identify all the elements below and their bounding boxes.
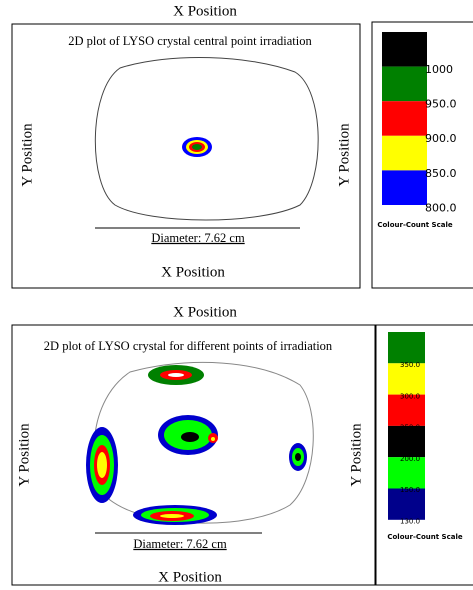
crystal-outline	[94, 57, 319, 221]
scale-label: 1000	[425, 63, 453, 76]
scale-block	[382, 135, 427, 171]
scale-label: 150.0	[400, 486, 420, 494]
y-label-left: Y Position	[16, 423, 32, 487]
scale-block	[388, 425, 425, 458]
scale-label: 250.0	[400, 424, 420, 432]
scale-label: 200.0	[400, 455, 420, 463]
scale-title: Colour-Count Scale	[387, 533, 463, 541]
scale-block	[382, 32, 427, 67]
y-label-right: Y Position	[348, 423, 364, 487]
scale-label: 800.0	[425, 201, 457, 214]
scale-label: 350.0	[400, 361, 420, 369]
plot-title: 2D plot of LYSO crystal for different po…	[44, 339, 333, 353]
top-label: X Position	[173, 304, 237, 320]
scale-block	[388, 332, 425, 364]
scale-title: Colour-Count Scale	[377, 221, 453, 229]
hotspot	[86, 365, 307, 525]
scale-block	[388, 394, 425, 426]
scale-frame	[371, 21, 473, 289]
scale-label: 300.0	[400, 392, 420, 400]
scale-block	[388, 488, 425, 520]
y-label-right: Y Position	[336, 123, 352, 187]
plot-frame	[11, 23, 361, 289]
scale-label: 950.0	[425, 98, 457, 111]
scale-label: 900.0	[425, 132, 457, 145]
diameter-label: Diameter: 7.62 cm	[133, 537, 227, 551]
top-label: X Position	[173, 3, 237, 19]
scale-block	[382, 66, 427, 102]
plot-title: 2D plot of LYSO crystal central point ir…	[68, 34, 312, 48]
scale-block	[382, 170, 427, 205]
scale-block	[382, 101, 427, 136]
plot-frame	[11, 324, 376, 586]
scale-block	[388, 457, 425, 489]
scale-label: 850.0	[425, 167, 457, 180]
y-label-left: Y Position	[19, 123, 35, 187]
diameter-label: Diameter: 7.62 cm	[151, 231, 245, 245]
scale-label: 130.0	[400, 518, 420, 526]
x-label: X Position	[161, 264, 225, 280]
x-label: X Position	[158, 569, 222, 585]
hotspot	[182, 137, 212, 157]
scale-block	[388, 363, 425, 395]
scale-frame	[375, 324, 473, 586]
